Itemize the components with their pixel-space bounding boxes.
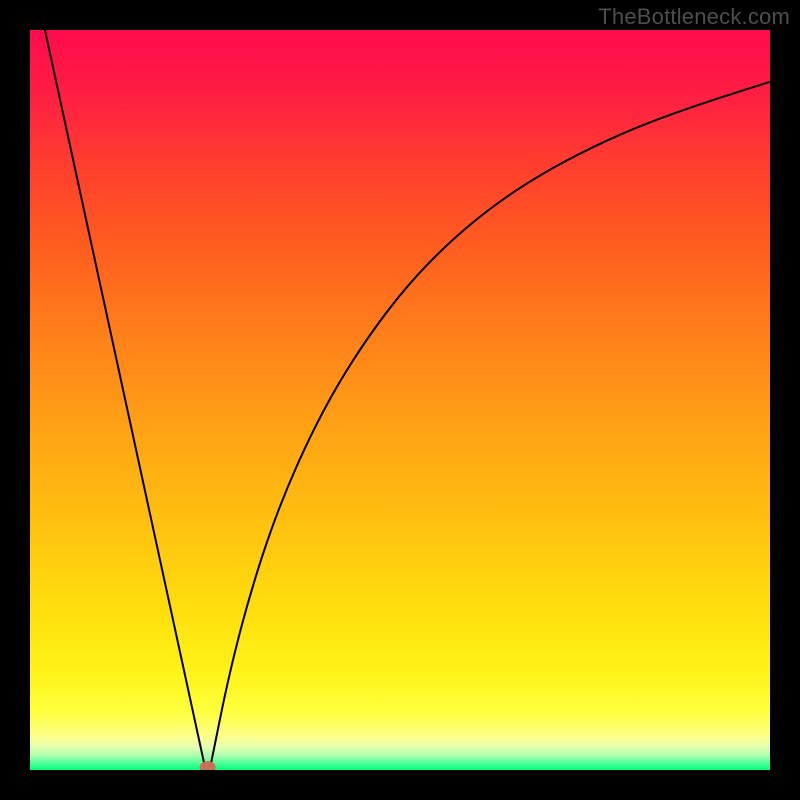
plot-area <box>30 30 770 770</box>
watermark-text: TheBottleneck.com <box>598 4 790 30</box>
chart-frame: TheBottleneck.com <box>0 0 800 800</box>
